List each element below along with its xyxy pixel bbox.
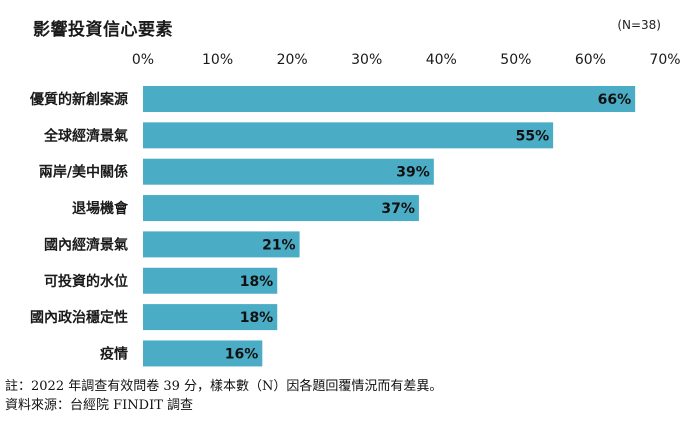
- category-label: 可投資的水位: [44, 273, 128, 290]
- category-label: 全球經濟景氣: [43, 127, 128, 144]
- bar-chart: 0% 10% 20% 30% 40% 50% 60% 70% 優質的新創案源全球經濟景氣兩岸/…: [29, 52, 681, 367]
- category-label: 國內經濟景氣: [44, 236, 128, 253]
- x-tick-label: 30%: [351, 52, 382, 68]
- footnote-source: 資料來源：台經院 FINDIT 調查: [5, 398, 194, 413]
- footnote-survey: 註：2022 年調查有效問卷 39 分，樣本數（N）因各題回覆情況而有差異。: [5, 379, 443, 394]
- bar: [143, 267, 278, 294]
- value-label: 18%: [240, 274, 274, 290]
- value-label: 55%: [516, 128, 550, 144]
- category-label: 國內政治穩定性: [30, 309, 128, 326]
- category-label: 兩岸/美中關係: [39, 164, 128, 181]
- x-tick-label: 20%: [277, 52, 308, 68]
- category-labels: 優質的新創案源全球經濟景氣兩岸/美中關係退場機會國內經濟景氣可投資的水位國內政治…: [29, 91, 129, 362]
- footnotes: 註：2022 年調查有效問卷 39 分，樣本數（N）因各題回覆情況而有差異。 資…: [5, 377, 442, 415]
- value-label: 21%: [262, 237, 296, 253]
- value-label: 39%: [396, 165, 430, 181]
- bar: [143, 231, 300, 258]
- value-label: 16%: [225, 346, 259, 362]
- bar: [143, 304, 278, 331]
- category-label: 疫情: [100, 345, 128, 362]
- x-tick-label: 0%: [132, 52, 154, 68]
- bar: [143, 86, 636, 112]
- x-axis-ticks: 0% 10% 20% 30% 40% 50% 60% 70%: [132, 52, 681, 68]
- x-tick-label: 50%: [500, 52, 531, 68]
- bar: [143, 340, 263, 367]
- x-tick-label: 40%: [426, 52, 457, 68]
- bar: [143, 158, 434, 185]
- value-label: 37%: [381, 201, 415, 217]
- bar: [143, 122, 554, 149]
- sample-size-label: (N=38): [617, 18, 661, 32]
- x-tick-label: 60%: [575, 52, 606, 68]
- x-tick-label: 10%: [202, 52, 233, 68]
- chart-title: 影響投資信心要素: [33, 20, 173, 40]
- x-tick-label: 70%: [649, 52, 680, 68]
- bar: [143, 195, 419, 222]
- bars-group: [143, 86, 636, 367]
- category-label: 退場機會: [72, 200, 129, 217]
- value-label: 66%: [598, 92, 632, 108]
- value-labels: 66% 55% 39% 37% 21% 18% 18% 16%: [225, 92, 631, 362]
- value-label: 18%: [240, 310, 274, 326]
- category-label: 優質的新創案源: [29, 91, 128, 108]
